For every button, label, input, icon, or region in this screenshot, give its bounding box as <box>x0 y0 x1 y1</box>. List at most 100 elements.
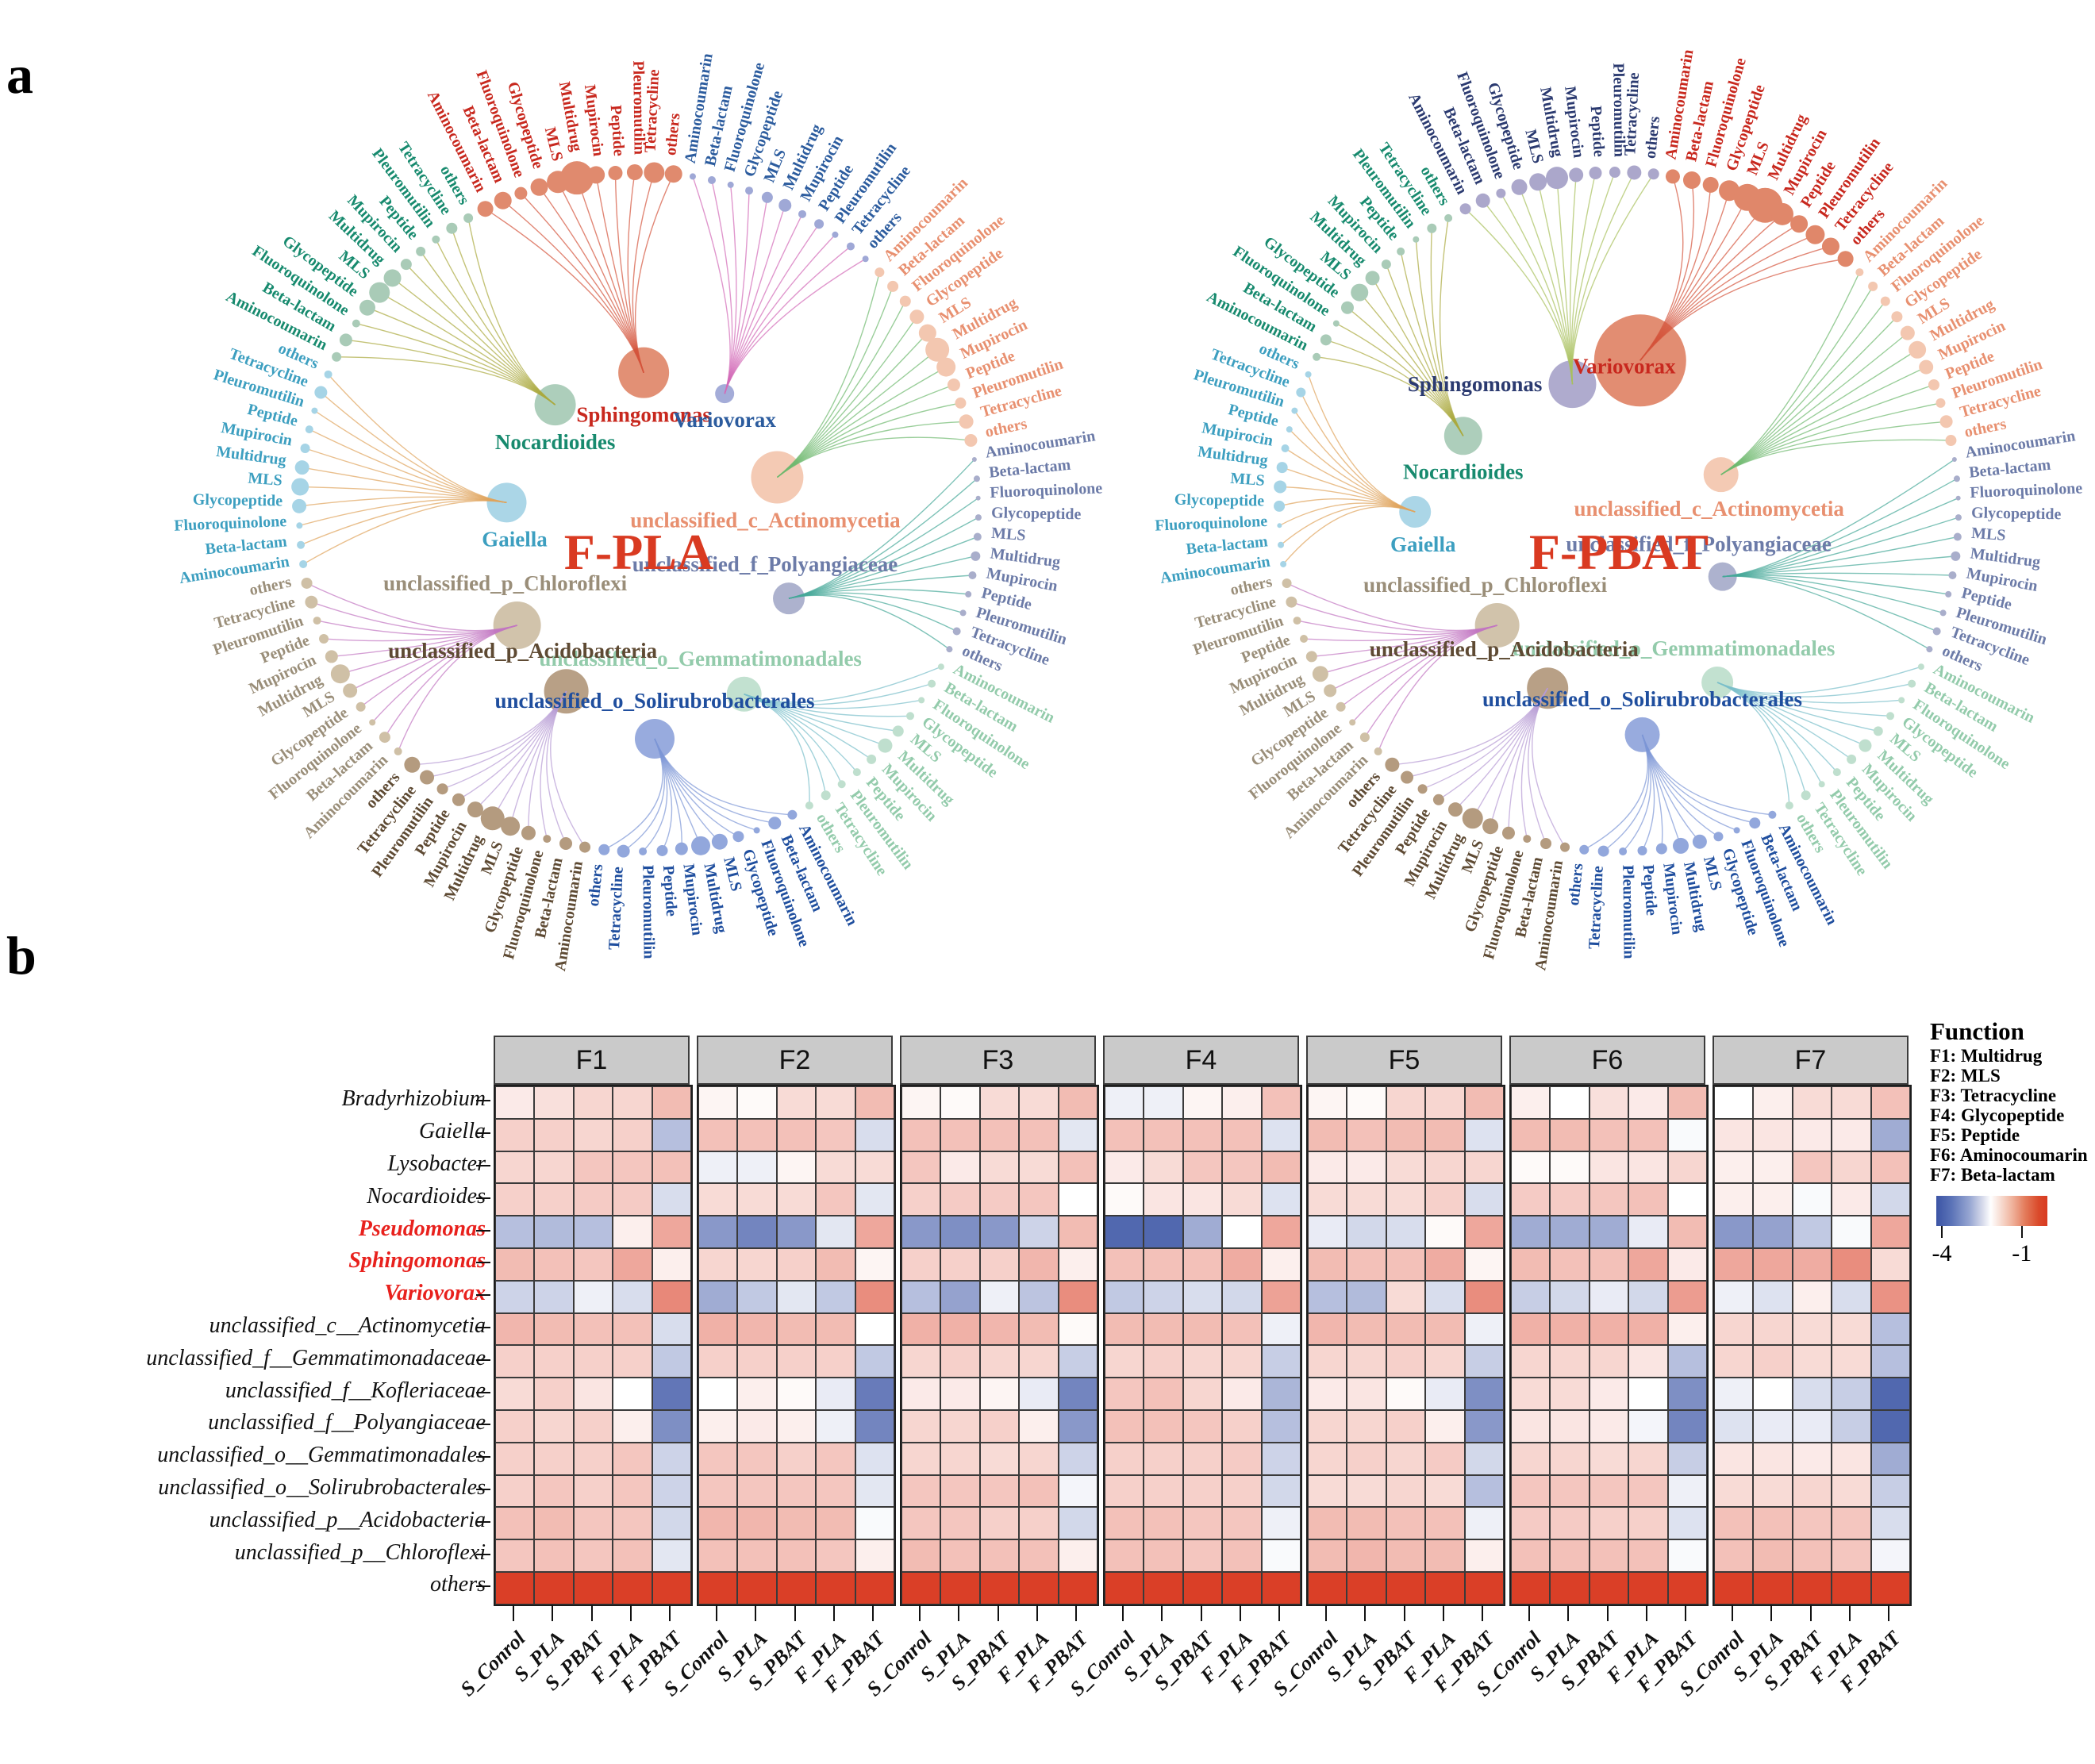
column-tick <box>1731 1605 1733 1621</box>
network-leaf-node <box>313 617 321 625</box>
heatmap-cell <box>855 1216 894 1248</box>
column-tick <box>1645 1605 1647 1621</box>
network-category-label: Tetracycline <box>1586 866 1607 950</box>
network-edge <box>788 594 957 632</box>
heatmap-cell <box>613 1571 652 1605</box>
row-tick <box>476 1520 490 1523</box>
heatmap-cell <box>1222 1086 1262 1119</box>
heatmap-cell <box>1464 1280 1504 1313</box>
network-edge <box>328 374 507 504</box>
heatmap-cell <box>1667 1409 1707 1443</box>
heatmap-cell <box>1792 1378 1832 1410</box>
heatmap-cell <box>1347 1474 1386 1508</box>
row-tick <box>476 1585 490 1588</box>
heatmap-cell <box>979 1345 1020 1378</box>
network-leaf-node <box>1336 701 1346 712</box>
heatmap-cell <box>1058 1312 1097 1346</box>
network-leaf-node <box>1286 426 1293 433</box>
network-leaf-node <box>947 378 960 391</box>
heatmap-cell <box>940 1345 980 1378</box>
heatmap-cell <box>1222 1247 1262 1281</box>
heatmap-cell <box>816 1571 855 1605</box>
network-leaf-node <box>899 295 911 307</box>
heatmap-cell <box>1753 1539 1793 1572</box>
network-leaf-node <box>1444 213 1453 222</box>
network-leaf-node <box>964 434 978 448</box>
heatmap-cell <box>1347 1280 1386 1313</box>
heatmap-cell <box>1347 1442 1386 1475</box>
facet-grid <box>1306 1085 1505 1606</box>
heatmap-cell <box>1792 1183 1832 1216</box>
legend-entry: F6: Aminocoumarin <box>1930 1145 2088 1165</box>
heatmap-cell <box>1753 1151 1793 1184</box>
heatmap-cell <box>1832 1571 1871 1605</box>
network-leaf-node <box>971 457 977 463</box>
heatmap-cell <box>1714 1571 1754 1605</box>
network-leaf-node <box>974 514 982 521</box>
network-leaf-node <box>300 444 310 454</box>
heatmap-cell <box>534 1409 574 1443</box>
network-category-label: Pleuromutilin <box>1619 865 1637 959</box>
network-leaf-node <box>1873 726 1883 736</box>
heatmap-cell <box>1261 1507 1301 1540</box>
network-leaf-node <box>1324 684 1337 698</box>
network-leaf-node <box>1859 739 1872 752</box>
network-leaf-node <box>1300 635 1309 644</box>
heatmap-cell <box>573 1345 613 1378</box>
heatmap-cell <box>613 1086 652 1119</box>
network-leaf-node <box>936 357 956 377</box>
network-leaf-node <box>394 747 402 755</box>
heatmap-cell <box>1144 1216 1183 1248</box>
network-leaf-node <box>324 370 333 379</box>
network-leaf-node <box>1276 462 1288 474</box>
row-tick <box>476 1553 490 1555</box>
network-leaf-node <box>1523 835 1532 844</box>
heatmap-cell <box>1753 1345 1793 1378</box>
heatmap-cell <box>1222 1571 1262 1605</box>
column-tick <box>1685 1605 1687 1621</box>
network-leaf-node <box>852 768 861 777</box>
heatmap-cell <box>1144 1571 1183 1605</box>
heatmap-cell <box>534 1345 574 1378</box>
heatmap-cell <box>1308 1378 1347 1410</box>
heatmap-cell <box>979 1507 1020 1540</box>
heatmap-cell <box>1144 1507 1183 1540</box>
heatmap-cell <box>737 1507 777 1540</box>
heatmap-cell <box>776 1442 817 1475</box>
heatmap-cell <box>1589 1183 1629 1216</box>
heatmap-cell <box>1753 1183 1793 1216</box>
heatmap-cell <box>652 1539 691 1572</box>
heatmap-cell <box>1182 1247 1223 1281</box>
heatmap-cell <box>940 1216 980 1248</box>
network-category-label: others <box>1642 115 1663 159</box>
heatmap-cell <box>1832 1507 1871 1540</box>
heatmap-cell <box>737 1280 777 1313</box>
heatmap-cell <box>816 1378 855 1410</box>
heatmap-cell <box>1870 1474 1910 1508</box>
row-tick <box>476 1359 490 1361</box>
heatmap-cell <box>1308 1183 1347 1216</box>
heatmap-cell <box>1019 1409 1059 1443</box>
heatmap-cell <box>1589 1086 1629 1119</box>
heatmap-cell <box>613 1118 652 1151</box>
column-tick <box>715 1605 717 1621</box>
heatmap-cell <box>1105 1345 1144 1378</box>
heatmap-cell <box>1832 1183 1871 1216</box>
heatmap-cell <box>613 1378 652 1410</box>
network-leaf-node <box>1948 571 1957 579</box>
column-tick <box>1606 1605 1609 1621</box>
heatmap-cell <box>1714 1183 1754 1216</box>
network-leaf-node <box>559 837 573 851</box>
heatmap-cell <box>901 1183 941 1216</box>
heatmap-cell <box>1222 1280 1262 1313</box>
network-edge <box>1371 278 1464 436</box>
network-edge <box>320 391 507 504</box>
heatmap-cell <box>1792 1507 1832 1540</box>
heatmap-cell <box>776 1151 817 1184</box>
network-taxon-label: unclassified_f_Polyangiaceae <box>632 552 898 576</box>
heatmap-cell <box>1386 1474 1426 1508</box>
heatmap-row-label: Sphingomonas <box>348 1248 486 1274</box>
network-category-label: MLS <box>720 855 745 893</box>
heatmap-cell <box>737 1151 777 1184</box>
heatmap-cell <box>1464 1216 1504 1248</box>
